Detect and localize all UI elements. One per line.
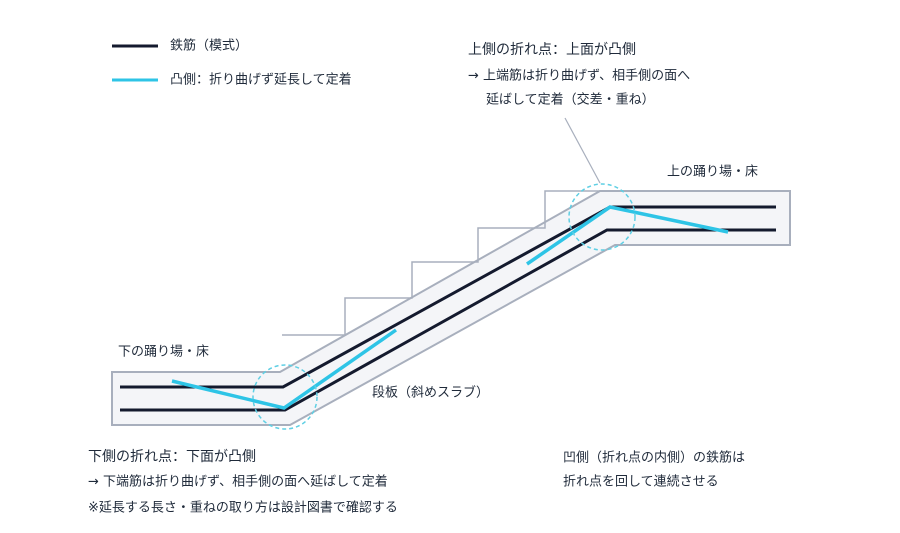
lower-note-remark: ※延長する長さ・重ねの取り方は設計図書で確認する [88,500,398,516]
bottom-rebar [120,228,776,412]
lower-note-title: 下側の折れ点：下面が凸側 [88,449,256,465]
convex-rebar-upper [526,205,729,266]
convex-rebar-lower [171,328,398,410]
stair-steps [282,190,600,336]
concave-note-line: 凹側（折れ点の内側）の鉄筋は [563,450,745,466]
legend-label: 凸側：折り曲げず延長して定着 [170,72,352,88]
lower-note-line: → 下端筋は折り曲げず、相手側の面へ延ばして定着 [88,474,388,490]
legend: 鉄筋（模式） 凸側：折り曲げず延長して定着 [112,38,352,88]
bend-highlight-upper [568,183,636,251]
bend-highlight-lower [252,364,318,430]
upper-note-line: → 上端筋は折り曲げず、相手側の面へ [468,68,690,84]
legend-label: 鉄筋（模式） [170,38,248,54]
upper-landing-label: 上の踊り場・床 [667,165,758,180]
lower-landing-label: 下の踊り場・床 [118,345,209,360]
upper-note-title: 上側の折れ点：上面が凸側 [468,42,636,58]
concave-note-line: 折れ点を回して連続させる [563,475,719,490]
slab-outline [111,190,791,426]
upper-note-line: 延ばして定着（交差・重ね） [486,92,655,108]
slab-label: 段板（斜めスラブ） [372,385,489,401]
leader-line [564,117,601,184]
